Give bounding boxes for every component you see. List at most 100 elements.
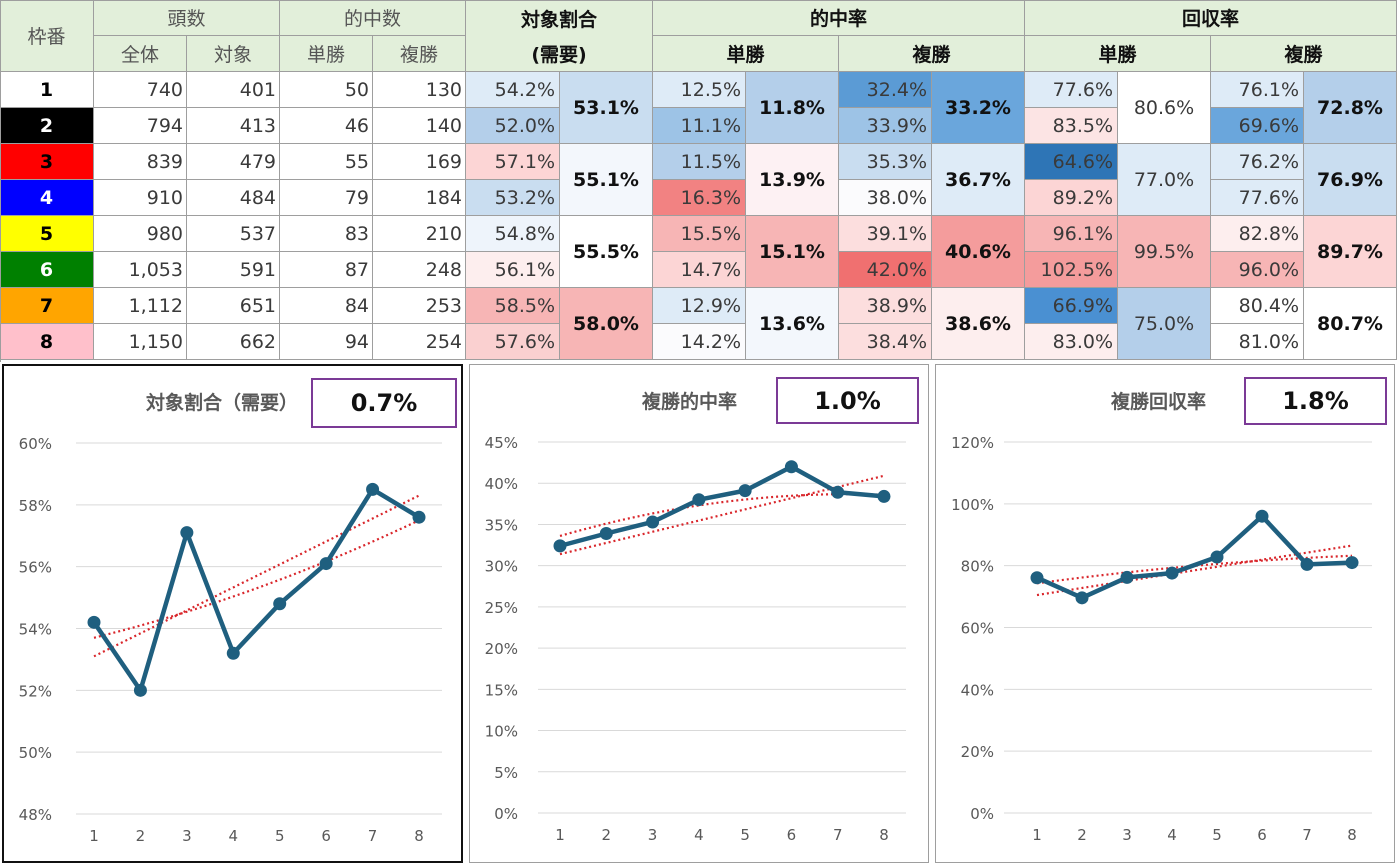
tan-rate-pair-cell: 13.6% (746, 288, 839, 360)
x-tick-label: 5 (740, 826, 750, 844)
tan-hit-cell: 83 (280, 216, 373, 252)
series-line (559, 464, 885, 549)
fuku-ret-cell: 80.4% (1211, 288, 1304, 324)
y-tick-label: 0% (494, 805, 518, 823)
header-juyou: (需要) (466, 36, 653, 72)
y-tick-label: 20% (961, 743, 994, 761)
x-tick-label: 3 (182, 827, 192, 845)
fuku-hit-cell: 210 (373, 216, 466, 252)
y-tick-label: 100% (951, 496, 994, 514)
fuku-rate-pair-cell: 33.2% (932, 72, 1025, 144)
fuku-rate-cell: 35.3% (839, 144, 932, 180)
tan-ret-cell: 83.5% (1025, 108, 1118, 144)
data-point (1210, 550, 1224, 564)
data-point (784, 460, 798, 474)
fuku-rate-pair-cell: 36.7% (932, 144, 1025, 216)
y-tick-label: 120% (951, 434, 994, 452)
fuku-rate-cell: 39.1% (839, 216, 932, 252)
trend-badge: 1.0% (776, 377, 919, 424)
tan-rate-pair-cell: 13.9% (746, 144, 839, 216)
y-tick-label: 60% (19, 435, 52, 453)
header-taishou-wariai: 対象割合 (466, 0, 653, 36)
series-line (92, 487, 421, 693)
fuku-rate-pair-cell: 40.6% (932, 216, 1025, 288)
ratio-pair-cell: 53.1% (560, 72, 653, 144)
y-tick-label: 25% (485, 599, 518, 617)
y-tick-label: 60% (961, 620, 994, 638)
taishou-cell: 591 (187, 252, 280, 288)
header-tousuu: 頭数 (94, 0, 280, 36)
x-tick-label: 8 (1347, 826, 1357, 844)
zentai-cell: 1,150 (94, 324, 187, 360)
y-tick-label: 40% (485, 475, 518, 493)
header-waku: 枠番 (0, 0, 94, 72)
fuku-ret-cell: 76.1% (1211, 72, 1304, 108)
fuku-hit-cell: 253 (373, 288, 466, 324)
data-point (412, 510, 426, 524)
taishou-cell: 484 (187, 180, 280, 216)
fuku-hit-cell: 140 (373, 108, 466, 144)
zentai-cell: 910 (94, 180, 187, 216)
tan-ret-cell: 77.6% (1025, 72, 1118, 108)
zentai-cell: 980 (94, 216, 187, 252)
waku-number-cell: 2 (0, 108, 94, 144)
waku-number-cell: 7 (0, 288, 94, 324)
x-tick-label: 8 (879, 826, 889, 844)
ratio-cell: 58.5% (466, 288, 560, 324)
taishou-cell: 662 (187, 324, 280, 360)
tan-ret-cell: 64.6% (1025, 144, 1118, 180)
tan-hit-cell: 50 (280, 72, 373, 108)
chart-panel-fukusho-hit-rate: 複勝的中率 1.0% 45% 40% 35% 30% 25% 20% 15% 10% 5% 0% 1… (469, 364, 929, 863)
x-tick-label: 5 (275, 827, 285, 845)
fuku-ret-cell: 81.0% (1211, 324, 1304, 360)
tan-ret-pair-cell: 99.5% (1118, 216, 1211, 288)
fuku-rate-cell: 38.9% (839, 288, 932, 324)
fuku-hit-cell: 184 (373, 180, 466, 216)
tan-ret-pair-cell: 77.0% (1118, 144, 1211, 216)
tan-rate-pair-cell: 11.8% (746, 72, 839, 144)
zentai-cell: 839 (94, 144, 187, 180)
y-tick-label: 15% (485, 681, 518, 699)
x-tick-label: 7 (368, 827, 378, 845)
fuku-ret-cell: 82.8% (1211, 216, 1304, 252)
fuku-rate-cell: 33.9% (839, 108, 932, 144)
trend-badge: 0.7% (311, 378, 457, 428)
data-point (692, 493, 706, 507)
x-tick-label: 1 (1032, 826, 1042, 844)
data-point (831, 485, 845, 499)
fuku-ret-cell: 69.6% (1211, 108, 1304, 144)
tan-ret-cell: 89.2% (1025, 180, 1118, 216)
ratio-pair-cell: 58.0% (560, 288, 653, 360)
y-tick-label: 50% (19, 744, 52, 762)
y-tick-label: 80% (961, 558, 994, 576)
fuku-rate-cell: 38.4% (839, 324, 932, 360)
y-tick-label: 30% (485, 558, 518, 576)
data-point (646, 515, 660, 529)
fuku-ret-pair-cell: 89.7% (1304, 216, 1397, 288)
data-point (180, 526, 194, 540)
waku-number-cell: 4 (0, 180, 94, 216)
x-tick-label: 7 (833, 826, 843, 844)
tan-rate-cell: 14.2% (653, 324, 746, 360)
tan-ret-cell: 96.1% (1025, 216, 1118, 252)
x-tick-label: 3 (648, 826, 658, 844)
zentai-cell: 794 (94, 108, 187, 144)
chart-title: 複勝回収率 (1111, 391, 1207, 413)
x-tick-label: 6 (321, 827, 331, 845)
ratio-cell: 52.0% (466, 108, 560, 144)
waku-number-cell: 8 (0, 324, 94, 360)
tan-hit-cell: 87 (280, 252, 373, 288)
taishou-cell: 537 (187, 216, 280, 252)
x-tick-label: 4 (694, 826, 704, 844)
trend-badge: 1.8% (1244, 377, 1387, 425)
chart-panel-fukusho-return: 複勝回収率 1.8% 120% 100% 80% 60% 40% 20% 0% 1 2 3 4 5 6 7… (935, 364, 1395, 863)
data-point (133, 683, 147, 697)
fuku-hit-cell: 254 (373, 324, 466, 360)
waku-number-cell: 6 (0, 252, 94, 288)
line-chart-fukusho-return: 120% 100% 80% 60% 40% 20% 0% 1 2 3 4 5 6 7 8 (951, 434, 1372, 844)
zentai-cell: 1,053 (94, 252, 187, 288)
fuku-ret-cell: 76.2% (1211, 144, 1304, 180)
tan-hit-cell: 79 (280, 180, 373, 216)
tan-hit-cell: 94 (280, 324, 373, 360)
chart-title: 複勝的中率 (642, 391, 738, 413)
